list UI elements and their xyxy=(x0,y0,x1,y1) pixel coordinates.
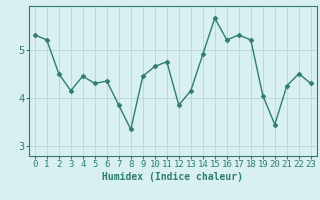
X-axis label: Humidex (Indice chaleur): Humidex (Indice chaleur) xyxy=(102,172,243,182)
